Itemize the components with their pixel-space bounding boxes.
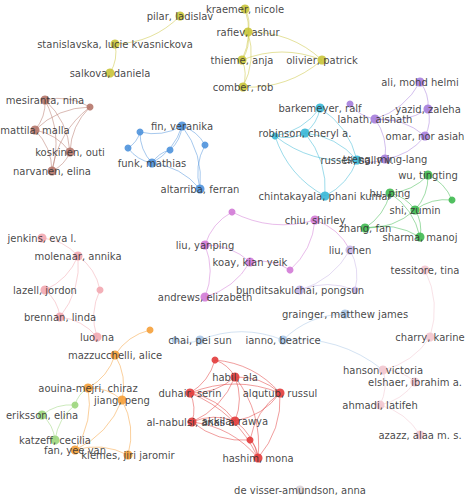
svg-text:de visser-amundson, anna: de visser-amundson, anna xyxy=(234,485,366,496)
svg-text:al-nabulsi, anas a.: al-nabulsi, anas a. xyxy=(146,416,238,428)
svg-text:shi, zumin: shi, zumin xyxy=(389,205,440,216)
svg-text:ahmadi, latifeh: ahmadi, latifeh xyxy=(342,400,417,411)
svg-text:hashim, mona: hashim, mona xyxy=(222,453,293,464)
svg-text:fan, yee van: fan, yee van xyxy=(43,444,107,456)
svg-text:wu, tingting: wu, tingting xyxy=(398,170,458,181)
svg-text:brennan, linda: brennan, linda xyxy=(24,312,96,323)
svg-text:narvanen, elina: narvanen, elina xyxy=(13,166,91,177)
svg-text:altarriba, ferran: altarriba, ferran xyxy=(161,184,240,195)
svg-text:aouina-mejri, chiraz: aouina-mejri, chiraz xyxy=(38,383,137,394)
svg-text:zhang, fan: zhang, fan xyxy=(338,222,392,234)
svg-text:klemes, jiri jaromir: klemes, jiri jaromir xyxy=(81,450,175,461)
svg-text:tessitore, tina: tessitore, tina xyxy=(391,265,460,276)
svg-text:bunditsakulchai, pongsun: bunditsakulchai, pongsun xyxy=(236,285,364,296)
svg-text:tseng, ming-lang: tseng, ming-lang xyxy=(343,154,428,165)
svg-text:stanislavska, lucie kvasnickov: stanislavska, lucie kvasnickova xyxy=(37,39,193,50)
svg-text:funk, mathias: funk, mathias xyxy=(118,158,187,169)
svg-text:lazell, jordon: lazell, jordon xyxy=(13,285,77,296)
svg-text:akkila, rawya: akkila, rawya xyxy=(202,416,268,427)
svg-text:chintakayala, phani kumar: chintakayala, phani kumar xyxy=(258,190,392,202)
svg-text:ali, mohd helmi: ali, mohd helmi xyxy=(381,77,459,88)
svg-text:lahath, aishath: lahath, aishath xyxy=(338,114,413,125)
svg-text:jenkins, eva l.: jenkins, eva l. xyxy=(6,233,76,244)
svg-text:olivier, patrick: olivier, patrick xyxy=(286,55,358,66)
svg-text:kraemer, nicole: kraemer, nicole xyxy=(206,4,284,15)
svg-text:thieme, anja: thieme, anja xyxy=(211,55,274,66)
svg-text:omar, nor asiah: omar, nor asiah xyxy=(386,131,465,142)
svg-text:fin, veranika: fin, veranika xyxy=(151,121,213,132)
svg-text:chiu, shirley: chiu, shirley xyxy=(285,215,346,226)
svg-text:rafiev, ashur: rafiev, ashur xyxy=(216,27,280,38)
svg-text:hu, ping: hu, ping xyxy=(370,188,411,199)
svg-text:mazzucchelli, alice: mazzucchelli, alice xyxy=(68,350,162,361)
svg-text:grainger, matthew james: grainger, matthew james xyxy=(282,309,408,320)
svg-text:liu, chen: liu, chen xyxy=(329,245,372,256)
svg-text:luo, na: luo, na xyxy=(80,332,114,343)
svg-text:pilar, ladislav: pilar, ladislav xyxy=(147,11,214,22)
svg-text:charry, karine: charry, karine xyxy=(395,332,464,343)
svg-text:jiang, peng: jiang, peng xyxy=(93,395,150,406)
svg-text:mattila, malla: mattila, malla xyxy=(0,125,69,136)
svg-text:duhair, serin: duhair, serin xyxy=(159,388,222,399)
svg-text:hanson, victoria: hanson, victoria xyxy=(343,365,423,376)
svg-text:koskinen, outi: koskinen, outi xyxy=(35,147,105,158)
svg-text:andrews, elizabeth: andrews, elizabeth xyxy=(157,291,253,303)
svg-text:comber, rob: comber, rob xyxy=(213,82,274,93)
svg-text:barkemeyer, ralf: barkemeyer, ralf xyxy=(278,103,362,114)
svg-text:robinson, cheryl a.: robinson, cheryl a. xyxy=(259,128,352,139)
svg-text:liu, yanping: liu, yanping xyxy=(176,240,234,251)
svg-text:yazid, zaleha: yazid, zaleha xyxy=(395,103,461,115)
svg-text:chai, pei sun: chai, pei sun xyxy=(168,335,231,346)
svg-text:habil, ala: habil, ala xyxy=(212,372,258,383)
svg-text:sharma, manoj: sharma, manoj xyxy=(383,232,458,243)
svg-text:eriksson, elina: eriksson, elina xyxy=(6,410,78,421)
svg-text:koay, kian yeik: koay, kian yeik xyxy=(213,257,288,268)
svg-text:ianno, beatrice: ianno, beatrice xyxy=(245,335,320,346)
svg-text:katzeff, cecilia: katzeff, cecilia xyxy=(19,435,91,446)
svg-text:salkova, daniela: salkova, daniela xyxy=(70,68,151,79)
svg-text:elshaer, ibrahim a.: elshaer, ibrahim a. xyxy=(368,377,462,388)
svg-text:mesiranta, nina: mesiranta, nina xyxy=(6,95,84,106)
svg-text:azazz, alaa m. s.: azazz, alaa m. s. xyxy=(378,430,461,441)
svg-text:molenaar, annika: molenaar, annika xyxy=(34,251,121,262)
svg-text:alqutub, russul: alqutub, russul xyxy=(243,388,318,399)
